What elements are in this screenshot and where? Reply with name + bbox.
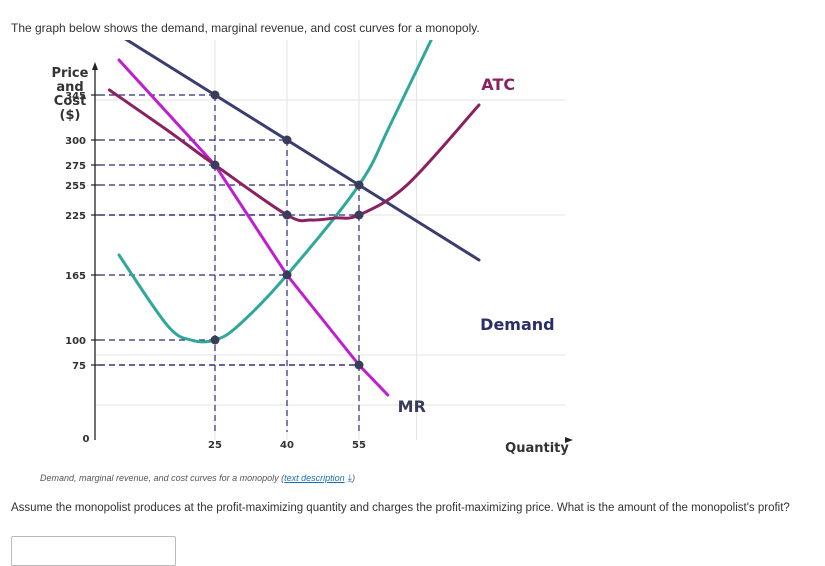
data-point (354, 180, 364, 190)
x-tick-label: 55 (352, 440, 366, 451)
label-mr: MR (398, 397, 426, 416)
origin-label: 0 (83, 434, 90, 445)
dots (210, 90, 364, 370)
y-tick-label: 75 (72, 361, 86, 372)
chart-caption: Demand, marginal revenue, and cost curve… (40, 473, 355, 484)
y-axis-title-line: Price (52, 66, 89, 81)
y-axis-title-line: and (56, 80, 83, 95)
guide-lines (99, 94, 360, 432)
y-tick-label: 165 (65, 271, 86, 282)
data-point (282, 210, 292, 220)
x-tick-label: 40 (280, 440, 294, 451)
y-tick-label: 255 (65, 181, 86, 192)
data-point (354, 210, 364, 220)
labels: DemandMRMCATC (398, 75, 555, 416)
y-tick-label: 275 (65, 161, 86, 172)
data-point (210, 335, 220, 345)
curves (107, 40, 481, 397)
data-point (210, 90, 220, 100)
caption-close: ) (352, 473, 356, 483)
curve-mc (117, 40, 433, 344)
question-text: Assume the monopolist produces at the pr… (11, 502, 790, 514)
data-point (282, 270, 292, 280)
y-tick-label: 300 (65, 136, 86, 147)
data-point (354, 360, 364, 370)
answer-input[interactable] (11, 536, 176, 566)
y-axis-title-line: Cost (54, 94, 86, 109)
caption-text: Demand, marginal revenue, and cost curve… (40, 473, 285, 483)
label-atc: ATC (481, 75, 515, 94)
y-tick-label: 345 (65, 91, 86, 102)
data-point (210, 160, 220, 170)
text-description-link[interactable]: text description (284, 473, 345, 483)
curve-atc (107, 88, 481, 223)
y-tick-label: 100 (65, 336, 86, 347)
y-axis-arrow (92, 62, 98, 70)
grid (95, 40, 565, 440)
x-axis-arrow (565, 437, 573, 443)
data-point (282, 135, 292, 145)
label-demand: Demand (480, 315, 554, 334)
download-icon[interactable]: ⤓ (347, 473, 353, 484)
curve-demand (124, 40, 481, 262)
intro-text: The graph below shows the demand, margin… (11, 21, 480, 35)
x-axis-title: Quantity (505, 441, 569, 456)
x-tick-label: 25 (208, 440, 222, 451)
y-axis-title-line: ($) (60, 108, 81, 123)
curve-mr (117, 58, 390, 397)
y-tick-label: 225 (65, 211, 86, 222)
